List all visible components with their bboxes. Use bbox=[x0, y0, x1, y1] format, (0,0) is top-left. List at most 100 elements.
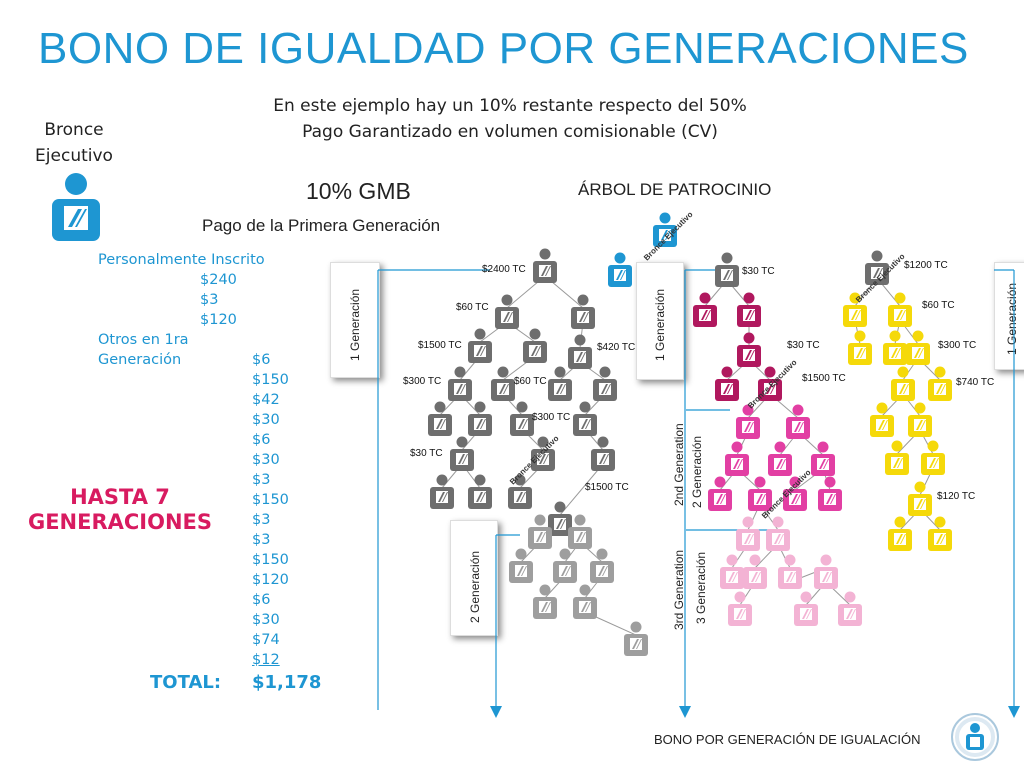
others-value-13: $30 bbox=[252, 612, 280, 628]
person-icon bbox=[548, 501, 572, 536]
rank-label-line-1: Bronce bbox=[44, 120, 104, 140]
subtitle-line-1: En este ejemplo hay un 10% restante resp… bbox=[273, 96, 747, 116]
tc-label-pink-1: $30 TC bbox=[787, 340, 820, 351]
tc-label-gray-8: $1500 TC bbox=[585, 482, 629, 493]
personal-value-1: $3 bbox=[200, 292, 219, 308]
person-icon bbox=[531, 436, 555, 471]
personal-value-0: $240 bbox=[200, 272, 237, 288]
others-value-14: $74 bbox=[252, 632, 280, 648]
tc-label-pink-0: $30 TC bbox=[742, 266, 775, 277]
person-icon bbox=[928, 516, 952, 551]
personal-enrolled-label: Personalmente Inscrito bbox=[98, 252, 265, 268]
total-value: $1,178 bbox=[252, 672, 322, 693]
others-value-11: $120 bbox=[252, 572, 289, 588]
person-icon bbox=[928, 366, 952, 401]
others-value-0: $6 bbox=[252, 352, 271, 368]
person-icon bbox=[921, 440, 945, 475]
person-icon bbox=[715, 366, 739, 401]
person-icon bbox=[508, 474, 532, 509]
person-icon bbox=[573, 401, 597, 436]
tc-label-yellow-3: $740 TC bbox=[956, 377, 995, 388]
person-icon bbox=[906, 330, 930, 365]
person-icon bbox=[908, 481, 932, 516]
gmb-label: 10% GMB bbox=[306, 178, 411, 204]
person-icon bbox=[528, 514, 552, 549]
person-icon bbox=[568, 514, 592, 549]
page-title: BONO DE IGUALDAD POR GENERACIONES bbox=[38, 24, 969, 73]
person-icon bbox=[533, 248, 557, 283]
person-icon bbox=[624, 621, 648, 656]
person-icon bbox=[736, 516, 760, 551]
person-icon bbox=[838, 591, 862, 626]
rank-label-line-2: Ejecutivo bbox=[35, 146, 113, 166]
others-value-7: $150 bbox=[252, 492, 289, 508]
person-icon bbox=[468, 401, 492, 436]
person-icon bbox=[766, 516, 790, 551]
person-icon bbox=[883, 330, 907, 365]
tree-link bbox=[559, 463, 604, 516]
person-icon bbox=[865, 250, 889, 285]
person-icon bbox=[653, 212, 677, 247]
person-icon bbox=[843, 292, 867, 327]
others-value-9: $3 bbox=[252, 532, 271, 548]
others-value-8: $3 bbox=[252, 512, 271, 528]
person-icon bbox=[888, 292, 912, 327]
others-value-12: $6 bbox=[252, 592, 271, 608]
hasta-line-1: HASTA 7 bbox=[70, 485, 170, 509]
person-icon bbox=[448, 366, 472, 401]
person-icon bbox=[450, 436, 474, 471]
personal-values-list: $240 $3 $120 bbox=[200, 270, 237, 330]
footer-caption: BONO POR GENERACIÓN DE IGUALACIÓN bbox=[654, 732, 921, 747]
gen1-box-gray: 1 Generación bbox=[330, 262, 380, 378]
tc-label-pink-2: $1500 TC bbox=[802, 373, 846, 384]
tc-label-gray-7: $30 TC bbox=[410, 448, 443, 459]
person-icon bbox=[794, 591, 818, 626]
person-icon bbox=[553, 548, 577, 583]
person-icon bbox=[736, 404, 760, 439]
others-label-line-1: Otros en 1ra bbox=[98, 332, 189, 348]
person-icon bbox=[888, 516, 912, 551]
person-icon bbox=[778, 554, 802, 589]
tc-label-gray-4: $300 TC bbox=[403, 376, 442, 387]
person-icon bbox=[571, 294, 595, 329]
person-icon bbox=[786, 404, 810, 439]
person-icon bbox=[720, 554, 744, 589]
person-icon bbox=[737, 292, 761, 327]
person-icon bbox=[548, 366, 572, 401]
tc-label-gray-1: $60 TC bbox=[456, 302, 489, 313]
tc-label-gray-6: $300 TC bbox=[532, 412, 571, 423]
person-icon bbox=[590, 548, 614, 583]
person-icon bbox=[523, 328, 547, 363]
tc-label-gray-0: $2400 TC bbox=[482, 264, 526, 275]
person-icon bbox=[748, 476, 772, 511]
person-icon bbox=[693, 292, 717, 327]
tc-label-yellow-0: $1200 TC bbox=[904, 260, 948, 271]
person-icon bbox=[743, 554, 767, 589]
person-icon bbox=[495, 294, 519, 329]
gen1-box-pink: 1 Generación bbox=[636, 262, 684, 380]
person-icon bbox=[430, 474, 454, 509]
others-label-line-2: Generación bbox=[98, 352, 182, 368]
others-value-2: $42 bbox=[252, 392, 280, 408]
person-icon bbox=[891, 366, 915, 401]
others-value-6: $3 bbox=[252, 472, 271, 488]
gen2-box-gray: 2 Generación bbox=[450, 520, 498, 636]
person-icon bbox=[608, 252, 632, 287]
person-icon bbox=[758, 366, 782, 401]
hasta-line-2: GENERACIONES bbox=[27, 510, 213, 534]
subtitle-line-2: Pago Garantizado en volumen comisionable… bbox=[302, 122, 718, 142]
tc-label-gray-3: $420 TC bbox=[597, 342, 636, 353]
person-icon bbox=[818, 476, 842, 511]
person-icon bbox=[573, 584, 597, 619]
tree-title: ÁRBOL DE PATROCINIO bbox=[578, 180, 772, 199]
personal-value-2: $120 bbox=[200, 312, 237, 328]
seal-logo-icon bbox=[951, 713, 999, 761]
others-value-15: $12 bbox=[252, 652, 280, 668]
others-value-5: $30 bbox=[252, 452, 280, 468]
person-icon bbox=[491, 366, 515, 401]
person-icon bbox=[870, 402, 894, 437]
person-icon bbox=[591, 436, 615, 471]
others-value-1: $150 bbox=[252, 372, 289, 388]
